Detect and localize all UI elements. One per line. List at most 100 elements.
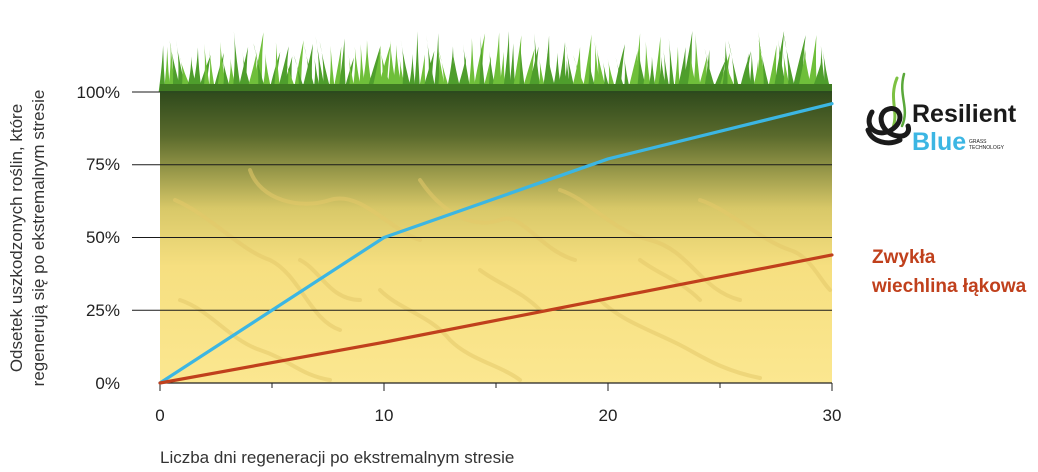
grass-blade bbox=[452, 47, 462, 92]
grass-blade bbox=[191, 47, 203, 92]
grass-blade bbox=[222, 55, 232, 92]
y-axis-title-line-1: Odsetek uszkodzonych roślin, które bbox=[7, 104, 26, 372]
grass-blade bbox=[668, 38, 676, 92]
logo-word-blue: Blue bbox=[912, 128, 966, 156]
grass-blade bbox=[273, 42, 281, 92]
grass-blade bbox=[348, 54, 356, 92]
x-tick-labels: 0 10 20 30 bbox=[155, 406, 841, 425]
soil-crack bbox=[698, 198, 832, 292]
grass-blade bbox=[647, 56, 657, 92]
y-tick-label-100: 100% bbox=[77, 83, 120, 102]
grass-blade bbox=[371, 45, 383, 92]
grass-blade bbox=[253, 43, 266, 92]
grass-blade bbox=[636, 46, 648, 92]
grass-blade bbox=[692, 33, 702, 92]
grass-blade bbox=[462, 43, 472, 92]
grass-blade bbox=[783, 31, 796, 92]
grass-blade bbox=[261, 53, 273, 92]
grass-blade bbox=[437, 45, 447, 92]
x-axis-title: Liczba dni regeneracji po ekstremalnym s… bbox=[160, 448, 514, 467]
soil-cracks bbox=[173, 168, 832, 382]
gridlines bbox=[132, 91, 832, 311]
grass-blade bbox=[208, 49, 216, 92]
soil-crack bbox=[173, 198, 342, 332]
grass-blade bbox=[433, 33, 441, 92]
grass-blade bbox=[773, 30, 785, 92]
grass-blade bbox=[602, 59, 611, 92]
y-tick-label-25: 25% bbox=[86, 301, 120, 320]
grass-blade bbox=[313, 58, 321, 92]
y-tick-labels: 0% 25% 50% 75% 100% bbox=[77, 83, 120, 393]
grass-blade bbox=[756, 31, 768, 93]
soil-crack bbox=[178, 298, 332, 382]
grass-blade bbox=[595, 42, 608, 92]
soil-crack bbox=[378, 288, 522, 382]
grass-blade bbox=[518, 41, 526, 92]
soil-crack bbox=[478, 268, 542, 312]
grass-blade bbox=[613, 44, 625, 92]
grass-blade bbox=[332, 46, 342, 92]
grass-blade bbox=[232, 31, 242, 92]
series-line-regular-grass bbox=[158, 253, 834, 385]
soil-crack bbox=[558, 188, 742, 302]
logo-tag-technology: TECHNOLOGY bbox=[969, 145, 1005, 151]
grass-blade bbox=[758, 38, 771, 92]
grass-blade bbox=[704, 48, 717, 92]
grass-blade bbox=[822, 49, 831, 92]
grass-blade bbox=[472, 33, 486, 92]
grass-blade bbox=[607, 58, 617, 92]
grass-blade bbox=[642, 41, 652, 92]
grass-blade bbox=[418, 54, 426, 92]
y-tick-label-50: 50% bbox=[86, 228, 120, 247]
series-line-resilient-blue bbox=[158, 102, 834, 385]
grass-blade bbox=[408, 53, 416, 92]
data-series bbox=[158, 102, 834, 385]
grass-blade bbox=[587, 59, 597, 92]
grass-blade bbox=[268, 51, 281, 92]
grass-blade bbox=[158, 45, 166, 92]
regular-grass-label-line-2: wiechlina łąkowa bbox=[871, 276, 1027, 297]
grass-swirl-icon bbox=[865, 72, 911, 146]
grass-blade bbox=[801, 43, 813, 92]
grass-blade bbox=[175, 39, 187, 92]
grass-blade bbox=[557, 42, 567, 92]
y-tick-label-0: 0% bbox=[95, 374, 120, 393]
soil-crack bbox=[248, 168, 422, 242]
grass-blade bbox=[673, 46, 681, 92]
grass-blade bbox=[508, 43, 516, 92]
soil-crack bbox=[638, 258, 702, 302]
grass-blade bbox=[782, 48, 791, 92]
grass-blade bbox=[303, 45, 316, 92]
grass-blade bbox=[163, 46, 171, 92]
x-tick-label-0: 0 bbox=[155, 406, 164, 425]
resilient-blue-logo: Resilient Blue GRASS TECHNOLOGY bbox=[865, 72, 1017, 156]
grass-blade bbox=[178, 54, 193, 92]
grass-base bbox=[160, 84, 832, 93]
grass-blade bbox=[498, 51, 506, 92]
y-axis-title-line-2: regenerują się po ekstremalnym stresie bbox=[29, 90, 48, 387]
soil-crack bbox=[418, 178, 577, 262]
x-tick-label-10: 10 bbox=[375, 406, 394, 425]
x-tick-label-20: 20 bbox=[599, 406, 618, 425]
grass-blade bbox=[468, 38, 476, 92]
grass-blade bbox=[285, 59, 298, 92]
grass-blade bbox=[564, 41, 576, 92]
logo-tag-grass: GRASS bbox=[969, 139, 987, 145]
grass-blade bbox=[767, 44, 777, 92]
grass-blade bbox=[343, 57, 354, 92]
x-tick-label-30: 30 bbox=[823, 406, 842, 425]
x-tick-marks bbox=[159, 383, 833, 391]
grass-blade bbox=[748, 52, 756, 92]
grass-blade bbox=[379, 46, 393, 92]
grass-blade bbox=[817, 45, 827, 92]
grass-blade bbox=[488, 51, 496, 92]
grass-blade bbox=[806, 34, 818, 92]
grass-blade bbox=[728, 40, 741, 92]
grass-illustration bbox=[158, 30, 832, 93]
grass-blade bbox=[169, 40, 182, 92]
grass-blade bbox=[491, 32, 503, 92]
grass-blade bbox=[352, 46, 362, 92]
grass-blade bbox=[653, 36, 661, 92]
grass-blade bbox=[203, 43, 211, 92]
regular-grass-label-line-1: Zwykła bbox=[872, 247, 936, 268]
